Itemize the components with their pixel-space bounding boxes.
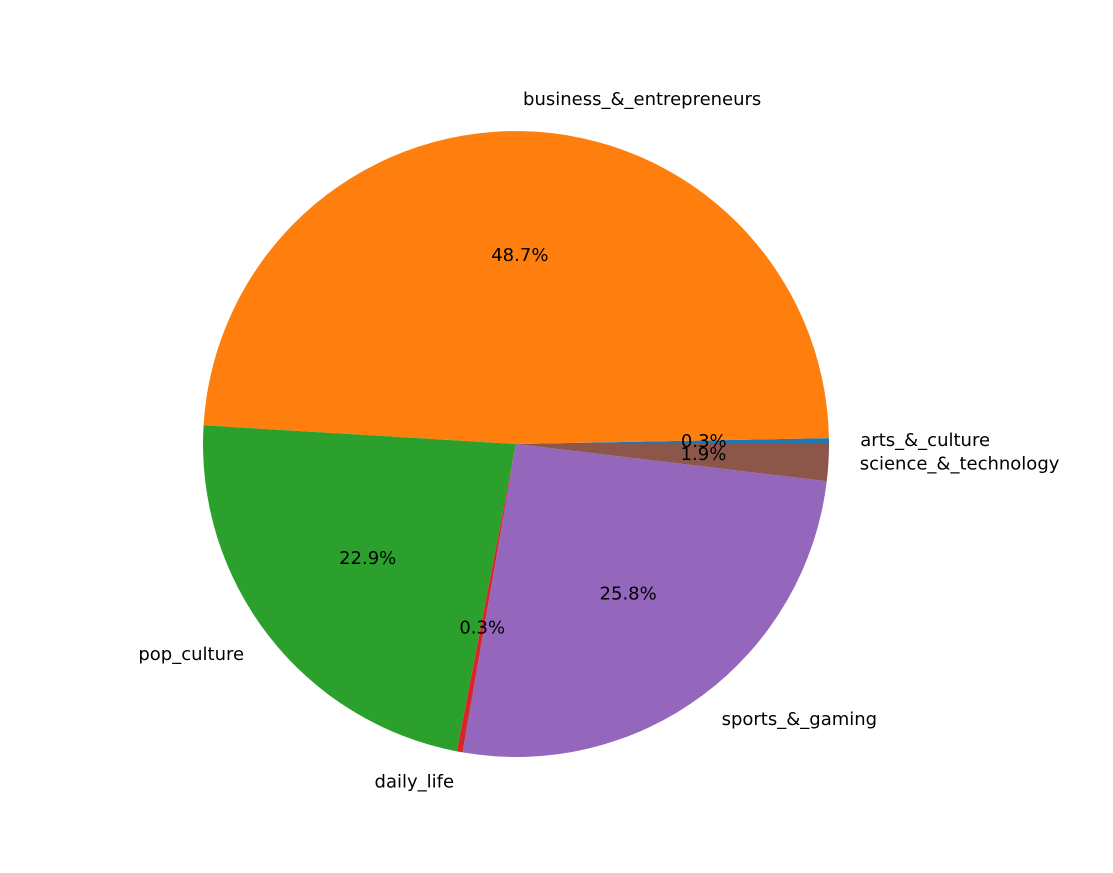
pie-pct-science-and-technology: 1.9% [681,444,727,465]
pie-label-arts-and-culture: arts_&_culture [860,430,990,451]
pie-slice-sports-and-gaming [462,444,827,757]
pie-pct-sports-and-gaming: 25.8% [600,584,657,605]
pie-slice-arts-and-culture [516,438,829,444]
pie-pct-pop-culture: 22.9% [339,548,396,569]
pie-label-science-and-technology: science_&_technology [860,454,1060,475]
pie-pct-arts-and-culture: 0.3% [681,431,727,452]
pie-label-pop-culture: pop_culture [138,644,244,665]
pie-label-daily-life: daily_life [375,772,455,793]
pie-pct-business-and-entrepreneurs: 48.7% [491,245,548,266]
pie-label-business-and-entrepreneurs: business_&_entrepreneurs [523,89,761,110]
pie-slice-pop-culture [203,425,516,752]
pie-slice-science-and-technology [516,444,829,482]
pie-pct-daily-life: 0.3% [459,618,505,639]
pie-slice-daily-life [456,444,516,753]
pie-slice-business-and-entrepreneurs [203,131,829,444]
pie-label-sports-and-gaming: sports_&_gaming [722,709,878,730]
pie-labels: arts_&_culture 0.3% business_&_entrepreneu… [138,89,1059,793]
pie-slices [203,131,829,757]
